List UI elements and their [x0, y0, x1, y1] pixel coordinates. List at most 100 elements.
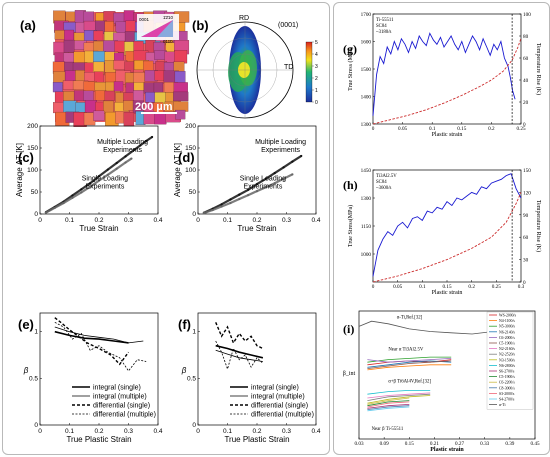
- legend-label: integral (single): [251, 385, 299, 392]
- grain: [175, 109, 186, 120]
- legend-label: integral (multiple): [251, 394, 305, 401]
- grain: [63, 39, 75, 53]
- x-axis-label: Plastic strain: [430, 447, 464, 453]
- grain: [173, 91, 189, 102]
- x-tick-label: 0.3: [282, 428, 291, 435]
- chart-g: 0 0.05 0.1 0.15 0.2 0.25 1300 1400 1500 1600 1700 0…: [347, 12, 542, 138]
- colorbar-tick-label: 2: [315, 76, 318, 82]
- grain: [104, 90, 115, 101]
- legend-label: C6-2000/s: [499, 336, 515, 340]
- scale-bar: [141, 112, 177, 114]
- ipf-triangle-shade: [141, 20, 173, 37]
- scale-bar-label: 200 µm: [135, 101, 173, 113]
- ipf-label-0110: 011̄0: [163, 39, 173, 44]
- legend-label: WS-2000/s: [499, 314, 517, 318]
- temperature-curve: [372, 38, 522, 125]
- series-line-0: [215, 344, 264, 359]
- legend-label: N3-1500/s: [499, 358, 516, 362]
- series-1: [202, 173, 294, 215]
- x-tick-label: 0.3: [124, 428, 133, 435]
- x-tick-label: 0.4: [153, 217, 162, 224]
- y-tick-label: 0: [34, 211, 38, 218]
- x-tick-label: 0.15: [442, 284, 451, 290]
- y2-tick-label: 80: [523, 34, 529, 40]
- x-tick-label: 0.21: [430, 441, 439, 447]
- x-tick-label: 0.3: [124, 217, 133, 224]
- series-line-3: [54, 321, 147, 372]
- legend-label: N4-1100/s: [499, 319, 515, 323]
- series-1: [44, 157, 133, 214]
- x-tick-label: 0: [38, 428, 42, 435]
- data-point: [80, 188, 83, 191]
- data-point: [124, 161, 127, 164]
- y-tick-label: 100: [185, 167, 196, 174]
- pole-figure-rd: RD: [239, 15, 249, 22]
- y-tick-label: 150: [185, 145, 196, 152]
- x-axis-label: True Plastic Strain: [66, 435, 131, 444]
- colorbar: [305, 41, 313, 103]
- grain: [75, 102, 86, 113]
- x-tick-label: 0.33: [480, 441, 489, 447]
- annotation-multiple-line2: Experiments: [103, 147, 142, 154]
- data-point: [106, 173, 109, 176]
- y-axis-label: Average ΔT [K]: [173, 143, 182, 197]
- y-tick-label: 0.5: [187, 375, 196, 382]
- data-point: [282, 166, 285, 169]
- annotation-single-line1: Single Loading: [240, 176, 286, 183]
- x-tick-label: 0.3: [282, 217, 291, 224]
- data-point: [300, 154, 303, 158]
- x-tick-label: 0.4: [311, 428, 320, 435]
- legend: WS-2000/sN4-1100/s N5-3000/sN6-2140/s C6-2…: [486, 311, 534, 410]
- grain: [103, 100, 114, 114]
- y-tick-label: 0: [192, 211, 196, 218]
- x-tick-label: 0.27: [455, 441, 464, 447]
- annotation-alpha-ti: α-Ti,Ref.[32]: [397, 316, 423, 321]
- series-line-1: [367, 364, 452, 371]
- data-point: [247, 188, 250, 191]
- x-tick-label: 0: [196, 428, 200, 435]
- grain: [84, 72, 96, 82]
- plot-frame: [358, 310, 536, 440]
- grain: [153, 82, 164, 94]
- data-point: [273, 171, 276, 175]
- legend-label: N2-2520/s: [499, 353, 516, 357]
- legend: integral (single) integral (multiple) diff…: [72, 385, 156, 419]
- legend-label: C8-3000/s: [499, 386, 515, 390]
- legend-label: integral (multiple): [93, 394, 147, 401]
- series-line-3: [367, 360, 452, 368]
- y-tick-label: 1000: [361, 252, 372, 258]
- series-line-14: [367, 401, 410, 408]
- x-tick-label: 0.4: [311, 217, 320, 224]
- x-tick-label: 0.05: [393, 284, 402, 290]
- legend: integral (single) integral (multiple) diff…: [230, 385, 314, 419]
- y-tick-label: 50: [31, 189, 39, 196]
- legend-label: C6-2200/s: [499, 381, 515, 385]
- y-tick-label: 1600: [361, 40, 372, 46]
- y-tick-label: 0: [192, 422, 196, 429]
- data-point: [115, 167, 118, 170]
- x-tick-label: 0.25: [516, 126, 525, 132]
- data-point: [238, 197, 241, 201]
- y-tick-label: 150: [27, 145, 38, 152]
- y-tick-label: 200: [27, 123, 38, 130]
- legend-label: S3-2000/s: [499, 392, 515, 396]
- y-axis-label: β: [181, 366, 187, 375]
- x-tick-label: 0: [372, 126, 375, 132]
- y-tick-label: 1150: [361, 224, 372, 230]
- data-point: [133, 148, 136, 151]
- annotation-1: SC84: [376, 180, 387, 185]
- annotation-2: ~3600/s: [376, 186, 392, 191]
- y2-tick-label: 0: [523, 280, 526, 286]
- data-point: [97, 175, 101, 178]
- data-point: [291, 173, 294, 176]
- x-tick-label: 0.2: [94, 217, 103, 224]
- data-point: [80, 191, 83, 194]
- x-axis-label: True Strain: [237, 224, 276, 233]
- annotation-alpha-beta: α+β Ti6Al4V,Ref.[32]: [388, 380, 431, 385]
- y-tick-label: 1: [34, 329, 38, 336]
- x-tick-label: 0.4: [153, 428, 162, 435]
- series-line-2: [215, 322, 264, 350]
- annotation-multiple-line2: Experiments: [261, 147, 300, 154]
- x-tick-label: 0.15: [405, 441, 414, 447]
